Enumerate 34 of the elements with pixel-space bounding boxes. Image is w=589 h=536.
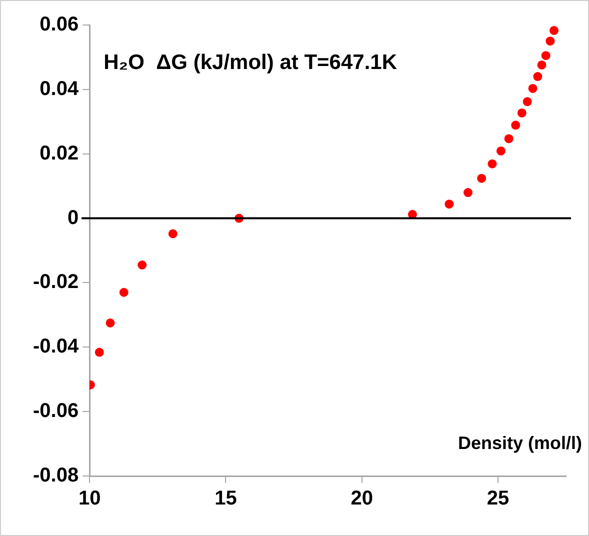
x-tick-label: 25 — [486, 488, 510, 510]
point — [168, 229, 178, 238]
point — [550, 26, 559, 35]
point — [119, 288, 128, 297]
x-tick-label: 10 — [78, 488, 101, 510]
point — [444, 200, 454, 209]
y-tick-label: 0.04 — [40, 78, 80, 100]
point — [504, 134, 514, 144]
text: H₂O ΔG (kJ/mol) at T=647.1K — [104, 50, 398, 74]
point — [138, 260, 147, 270]
point — [106, 318, 115, 328]
point — [541, 51, 550, 60]
point — [496, 146, 506, 156]
y-tick-label: 0.02 — [40, 142, 79, 164]
y-tick-label: -0.08 — [32, 464, 79, 487]
point — [517, 108, 526, 118]
x-axis-title: Density (mol/l) — [458, 432, 582, 453]
y-tick-label: 0.06 — [40, 14, 79, 36]
point — [533, 72, 542, 82]
point — [546, 36, 555, 46]
x-tick-label: 20 — [350, 488, 373, 510]
x-tick-label: 15 — [214, 488, 237, 510]
y-tick-label: -0.04 — [32, 336, 80, 358]
y-tick-label: -0.06 — [32, 400, 79, 422]
point — [537, 60, 546, 70]
y-tick-label: 0 — [67, 206, 79, 229]
point — [511, 120, 520, 130]
point — [522, 97, 532, 106]
point — [528, 84, 538, 93]
point — [94, 348, 104, 357]
point — [463, 188, 472, 198]
point — [488, 159, 497, 168]
point — [477, 174, 486, 183]
y-tick-label: -0.02 — [32, 271, 79, 294]
